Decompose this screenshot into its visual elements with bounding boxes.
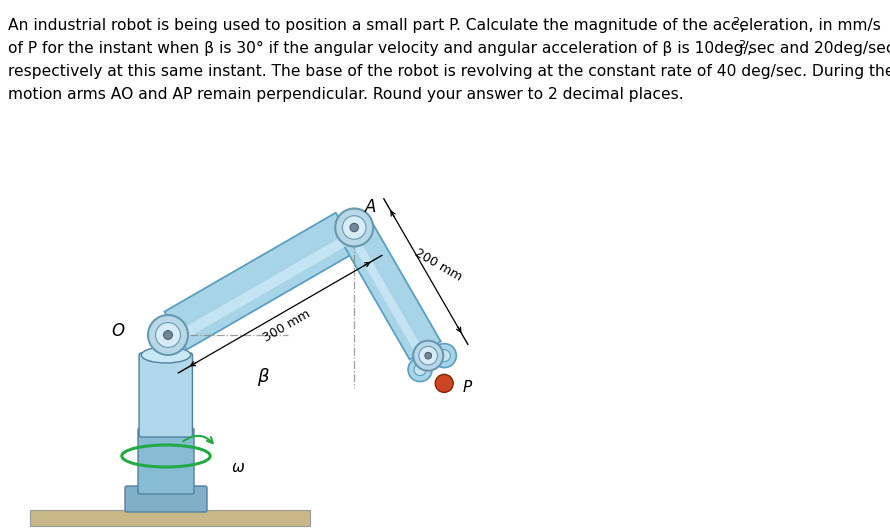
Ellipse shape [142, 347, 190, 363]
FancyBboxPatch shape [138, 428, 194, 494]
Circle shape [409, 357, 432, 382]
Circle shape [156, 323, 181, 347]
Circle shape [438, 349, 450, 362]
FancyBboxPatch shape [125, 486, 207, 512]
Circle shape [433, 344, 457, 367]
Text: ω: ω [231, 460, 245, 475]
Circle shape [419, 346, 438, 365]
Circle shape [350, 224, 359, 232]
Text: 2: 2 [738, 40, 746, 50]
Text: ,: , [740, 18, 745, 33]
Circle shape [148, 315, 188, 355]
Polygon shape [176, 233, 349, 339]
Text: A: A [365, 199, 376, 217]
Text: 2: 2 [732, 17, 739, 27]
Text: An industrial robot is being used to position a small part P. Calculate the magn: An industrial robot is being used to pos… [8, 18, 881, 33]
Circle shape [343, 216, 366, 239]
Text: of P for the instant when β is 30° if the angular velocity and angular accelerat: of P for the instant when β is 30° if th… [8, 41, 890, 56]
Circle shape [413, 341, 443, 371]
Circle shape [435, 374, 453, 392]
FancyBboxPatch shape [139, 353, 192, 437]
Circle shape [336, 209, 373, 246]
Polygon shape [165, 213, 358, 350]
Text: motion arms AO and AP remain perpendicular. Round your answer to 2 decimal place: motion arms AO and AP remain perpendicul… [8, 87, 684, 102]
Circle shape [164, 331, 173, 339]
Text: respectively at this same instant. The base of the robot is revolving at the con: respectively at this same instant. The b… [8, 64, 890, 79]
Circle shape [425, 353, 432, 359]
Circle shape [414, 364, 426, 375]
Polygon shape [342, 224, 441, 359]
Polygon shape [30, 510, 310, 526]
Text: O: O [111, 322, 125, 340]
Text: 200 mm: 200 mm [412, 246, 464, 283]
Polygon shape [350, 233, 424, 353]
Text: ,: , [746, 41, 751, 56]
Text: β: β [257, 368, 269, 386]
Text: 300 mm: 300 mm [262, 307, 313, 345]
Text: P: P [462, 380, 472, 395]
